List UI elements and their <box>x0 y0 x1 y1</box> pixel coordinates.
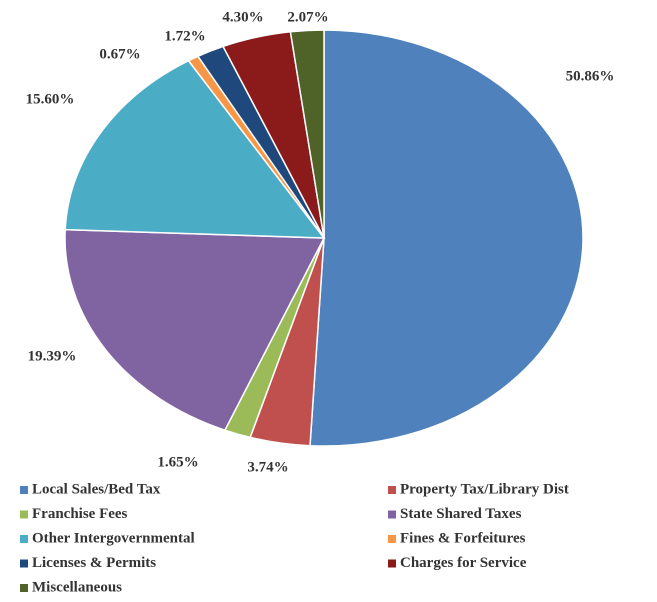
pie-slice <box>64 228 326 432</box>
legend-label: State Shared Taxes <box>400 506 522 522</box>
pie-slice <box>289 29 325 239</box>
data-label: 1.72% <box>164 28 205 44</box>
legend-label: Charges for Service <box>400 555 527 571</box>
legend-label: Licenses & Permits <box>32 555 156 571</box>
legend-label: Local Sales/Bed Tax <box>32 481 161 497</box>
data-label: 0.67% <box>99 46 140 62</box>
legend-swatch <box>20 486 28 494</box>
data-label: 1.65% <box>157 454 198 470</box>
legend-swatch <box>388 486 396 494</box>
pie-slice <box>309 29 584 447</box>
legend-swatch <box>20 559 28 568</box>
legend-swatch <box>388 510 396 519</box>
legend-label: Fines & Forfeitures <box>400 530 526 546</box>
legend-label: Franchise Fees <box>32 506 128 522</box>
legend-swatch <box>388 559 396 568</box>
legend-swatch <box>20 584 28 592</box>
legend-label: Other Intergovernmental <box>32 530 195 546</box>
legend-swatch <box>20 510 28 519</box>
data-label: 4.30% <box>222 9 263 25</box>
legend-swatch <box>388 535 396 543</box>
legend-label: Miscellaneous <box>32 579 122 595</box>
data-label: 2.07% <box>287 9 328 25</box>
pie-slice <box>64 59 326 239</box>
legend-label: Property Tax/Library Dist <box>400 481 569 497</box>
data-label: 19.39% <box>28 348 77 364</box>
legend-swatch <box>20 535 28 543</box>
data-label: 3.74% <box>247 459 288 475</box>
data-label: 50.86% <box>566 68 615 84</box>
data-label: 15.60% <box>26 91 75 107</box>
